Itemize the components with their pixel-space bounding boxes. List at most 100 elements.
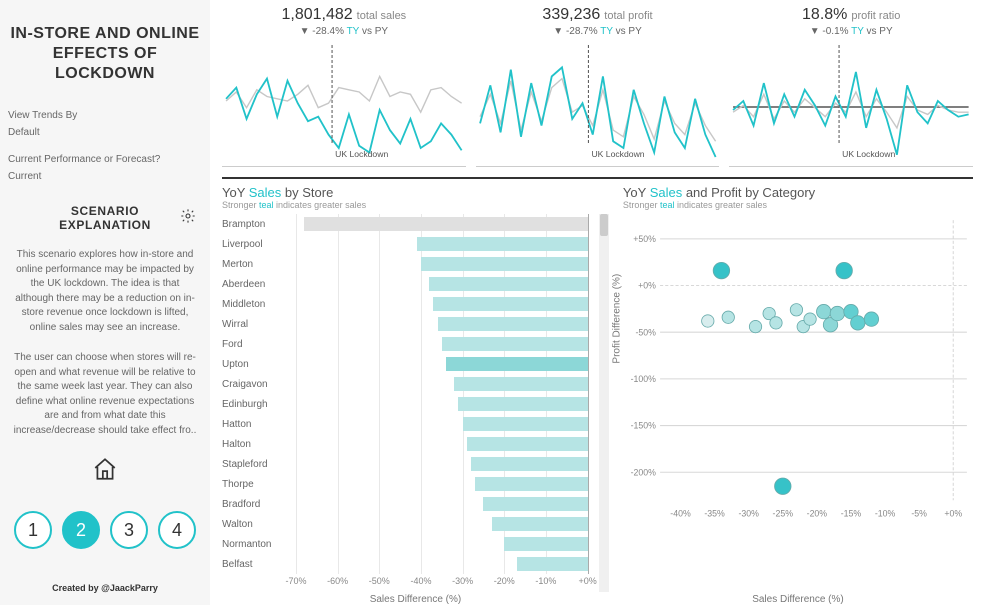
- svg-text:-150%: -150%: [631, 421, 657, 431]
- x-tick: -60%: [327, 576, 348, 586]
- bar-label: Middleton: [222, 294, 296, 314]
- page-title: IN-STORE AND ONLINE EFFECTS OF LOCKDOWN: [8, 24, 202, 84]
- scatter-point[interactable]: [749, 320, 761, 332]
- scatter-point[interactable]: [864, 312, 878, 326]
- kpi-metric: profit ratio: [851, 10, 900, 22]
- bar-label: Stapleford: [222, 454, 296, 474]
- bar-row[interactable]: [296, 354, 596, 374]
- bar-row[interactable]: [296, 254, 596, 274]
- scatter-chart[interactable]: Profit Difference (%) +50%+0%-50%-100%-1…: [623, 214, 973, 592]
- bar-row[interactable]: [296, 314, 596, 334]
- kpi-delta: ▼ -0.1% TY vs PY: [729, 26, 973, 37]
- kpi-sparkline: UK Lockdown: [222, 41, 466, 161]
- pager-button-3[interactable]: 3: [110, 511, 148, 549]
- svg-text:-15%: -15%: [841, 509, 862, 519]
- bar-row[interactable]: [296, 394, 596, 414]
- bar-row[interactable]: [296, 454, 596, 474]
- scatter-point[interactable]: [804, 313, 816, 325]
- bar-x-axis-title: Sales Difference (%): [222, 594, 609, 605]
- kpi-card-2: 18.8% profit ratio ▼ -0.1% TY vs PY UK Lock…: [729, 6, 973, 169]
- kpi-delta: ▼ -28.4% TY vs PY: [222, 26, 466, 37]
- filter-perf-value[interactable]: Current: [8, 171, 202, 182]
- bar-panel-subtitle: Stronger teal indicates greater sales: [222, 200, 609, 210]
- bar-row[interactable]: [296, 234, 596, 254]
- kpi-value: 339,236: [542, 6, 600, 23]
- bar-panel-title: YoY Sales by Store: [222, 185, 609, 200]
- pager-button-2[interactable]: 2: [62, 511, 100, 549]
- bar-title-pre: YoY: [222, 185, 249, 200]
- filter-perf-label: Current Performance or Forecast?: [8, 154, 202, 165]
- scatter-point[interactable]: [830, 306, 844, 320]
- bar-label: Bradford: [222, 494, 296, 514]
- scatter-point[interactable]: [816, 304, 830, 318]
- bar-row[interactable]: [296, 374, 596, 394]
- kpi-value: 18.8%: [802, 6, 847, 23]
- x-tick: -40%: [410, 576, 431, 586]
- svg-text:-200%: -200%: [631, 467, 657, 477]
- bar-label: Edinburgh: [222, 394, 296, 414]
- main-content: 1,801,482total sales▼ -28.4% TY vs PYUK …: [210, 0, 981, 605]
- scatter-panel-subtitle: Stronger teal indicates greater sales: [623, 200, 973, 210]
- kpi-row: 1,801,482total sales▼ -28.4% TY vs PYUK …: [222, 6, 973, 169]
- bar-label: Merton: [222, 254, 296, 274]
- kpi-card-1: 339,236total profit▼ -28.7% TY vs PYUK L…: [476, 6, 720, 169]
- svg-text:-10%: -10%: [875, 509, 896, 519]
- bar-label: Belfast: [222, 554, 296, 574]
- bar-row[interactable]: [296, 294, 596, 314]
- svg-text:+0%: +0%: [638, 281, 656, 291]
- svg-text:-50%: -50%: [635, 327, 656, 337]
- filter-trends-value[interactable]: Default: [8, 127, 202, 138]
- home-icon[interactable]: [8, 456, 202, 485]
- bar-scrollbar[interactable]: [599, 214, 609, 592]
- pager-button-1[interactable]: 1: [14, 511, 52, 549]
- bar-title-post: by Store: [281, 185, 333, 200]
- svg-text:+50%: +50%: [633, 234, 656, 244]
- bar-row[interactable]: [296, 474, 596, 494]
- scatter-point[interactable]: [836, 262, 852, 278]
- scatter-point[interactable]: [770, 317, 782, 329]
- x-tick: -70%: [285, 576, 306, 586]
- x-tick: +0%: [578, 576, 596, 586]
- kpi-value: 1,801,482: [281, 6, 352, 23]
- bar-row[interactable]: [296, 514, 596, 534]
- x-tick: -10%: [535, 576, 556, 586]
- bar-chart[interactable]: BramptonLiverpoolMertonAberdeenMiddleton…: [222, 214, 609, 592]
- bar-label: Halton: [222, 434, 296, 454]
- scatter-point[interactable]: [851, 316, 865, 330]
- x-tick: -30%: [452, 576, 473, 586]
- kpi-sparkline: UK Lockdown: [729, 41, 973, 161]
- bar-row[interactable]: [296, 414, 596, 434]
- bar-label: Thorpe: [222, 474, 296, 494]
- scenario-heading: SCENARIO EXPLANATION: [8, 204, 202, 232]
- gear-icon[interactable]: [180, 208, 196, 227]
- scatter-point[interactable]: [713, 262, 729, 278]
- svg-text:-35%: -35%: [704, 509, 725, 519]
- scatter-point[interactable]: [722, 311, 734, 323]
- bar-label: Craigavon: [222, 374, 296, 394]
- scatter-point[interactable]: [702, 315, 714, 327]
- bar-row[interactable]: [296, 334, 596, 354]
- kpi-sparkline: UK Lockdown: [476, 41, 720, 161]
- svg-text:-25%: -25%: [772, 509, 793, 519]
- bar-row[interactable]: [296, 214, 596, 234]
- bar-title-accent: Sales: [249, 185, 282, 200]
- bar-row[interactable]: [296, 434, 596, 454]
- scatter-point[interactable]: [790, 304, 802, 316]
- bar-row[interactable]: [296, 274, 596, 294]
- bar-row[interactable]: [296, 534, 596, 554]
- bar-label: Wirral: [222, 314, 296, 334]
- scatter-y-axis-title: Profit Difference (%): [611, 274, 622, 364]
- bar-row[interactable]: [296, 494, 596, 514]
- svg-text:UK Lockdown: UK Lockdown: [591, 149, 644, 159]
- pager-button-4[interactable]: 4: [158, 511, 196, 549]
- svg-text:-100%: -100%: [631, 374, 657, 384]
- bar-label: Hatton: [222, 414, 296, 434]
- svg-text:UK Lockdown: UK Lockdown: [842, 149, 895, 159]
- svg-text:+0%: +0%: [944, 509, 962, 519]
- scenario-paragraph-2: The user can choose when stores will re-…: [8, 351, 202, 438]
- scatter-x-axis-title: Sales Difference (%): [623, 594, 973, 605]
- scatter-point[interactable]: [774, 478, 790, 494]
- kpi-metric: total profit: [604, 10, 652, 22]
- bar-label: Liverpool: [222, 234, 296, 254]
- bar-row[interactable]: [296, 554, 596, 574]
